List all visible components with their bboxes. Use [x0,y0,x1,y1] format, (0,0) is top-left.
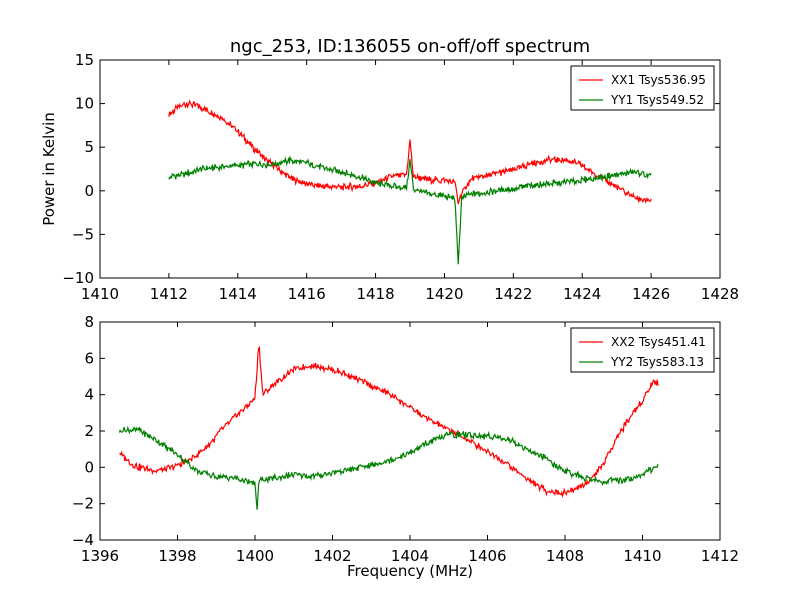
x-tick-label: 1404 [391,547,429,565]
top-plot-area: 1410 1412 1414 1416 1418 1420 1422 1424 1426 1428… [62,51,739,303]
x-tick-label: 1400 [236,547,274,565]
y-tick-label: 2 [84,422,94,440]
y-tick-label: 10 [75,95,94,113]
y-tick-label: −5 [72,225,94,243]
y-tick-label: 0 [84,182,94,200]
y-tick-label: 0 [84,458,94,476]
series-line [118,425,659,510]
y-tick-label: 5 [84,138,94,156]
y-tick-label: 6 [84,349,94,367]
x-tick-label: 1412 [701,547,739,565]
legend-entry: XX1 Tsys536.95 [611,73,706,87]
legend-entry: YY2 Tsys583.13 [610,355,704,369]
series-line [168,155,652,265]
x-tick-label: 1414 [219,285,257,303]
x-tick-label: 1428 [701,285,739,303]
x-tick-label: 1410 [81,285,119,303]
x-tick-label: 1418 [356,285,394,303]
bottom-plot-area: 1396 1398 1400 1402 1404 1406 1408 1410 1412 8 6 4 2… [72,313,739,565]
x-tick-label: 1408 [546,547,584,565]
series-line [168,99,652,205]
y-tick-label: −10 [62,269,94,287]
x-tick-label: 1396 [81,547,119,565]
x-tick-label: 1420 [425,285,463,303]
bottom-spectrum-panel: Frequency (MHz) 1396 1398 1400 1402 1404 1406… [72,313,739,580]
x-tick-label: 1416 [288,285,326,303]
legend-entry: XX2 Tsys451.41 [611,335,706,349]
y-tick-label: −4 [72,531,94,549]
x-tick-label: 1424 [563,285,601,303]
series-line [119,346,659,498]
y-tick-label: −2 [72,495,94,513]
x-tick-label: 1410 [623,547,661,565]
y-axis-label: Power in Kelvin [40,112,58,226]
x-axis-label: Frequency (MHz) [347,562,473,580]
legend-box [570,327,715,373]
y-tick-label: 15 [75,51,94,69]
series-group [168,99,652,265]
x-tick-label: 1406 [468,547,506,565]
legend-entry: YY1 Tsys549.52 [610,93,704,107]
x-tick-label: 1398 [158,547,196,565]
x-tick-label: 1402 [313,547,351,565]
top-spectrum-panel: ngc_253, ID:136055 on-off/off spectrum P… [40,36,739,303]
x-tick-label: 1412 [150,285,188,303]
legend: XX2 Tsys451.41 YY2 Tsys583.13 [570,327,715,373]
series-group [118,346,659,510]
legend: XX1 Tsys536.95 YY1 Tsys549.52 [570,65,715,111]
axes-frame [99,59,721,279]
x-tick-label: 1426 [632,285,670,303]
legend-box [570,65,715,111]
y-tick-label: 8 [84,313,94,331]
y-tick-label: 4 [84,386,94,404]
chart-title: ngc_253, ID:136055 on-off/off spectrum [230,36,590,57]
x-tick-label: 1422 [494,285,532,303]
